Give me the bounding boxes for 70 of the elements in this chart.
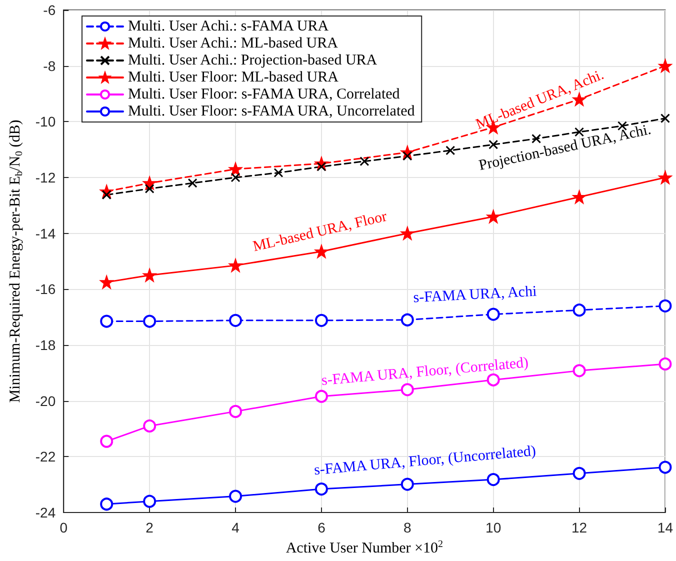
point	[314, 390, 328, 403]
y-tick-label: -16	[35, 281, 56, 298]
point	[314, 314, 328, 327]
point	[100, 276, 113, 288]
y-tick-label: -22	[35, 448, 56, 465]
x-tick-label: 2	[146, 520, 154, 536]
x-tick-label: 10	[486, 520, 502, 536]
legend-label: Multi. User Floor: s-FAMA URA, Uncorrelated	[128, 104, 416, 120]
y-tick-label: -20	[35, 392, 56, 409]
point	[229, 404, 242, 418]
y-tick-label: -6	[43, 2, 56, 18]
point	[229, 259, 242, 272]
annotation: s-FAMA URA, Floor, (Uncorrelated)	[313, 443, 537, 479]
x-tick-label: 0	[60, 520, 68, 536]
point	[100, 498, 114, 511]
point	[229, 162, 242, 176]
y-tick-label: -24	[35, 504, 56, 520]
x-tick-label: 6	[318, 520, 326, 536]
point	[486, 473, 500, 486]
point	[572, 364, 586, 378]
x-tick-label: 8	[403, 520, 412, 536]
annotation: s-FAMA URA, Achi	[412, 284, 538, 306]
point	[658, 60, 672, 72]
legend-label: Multi. User Floor: ML-based URA	[128, 70, 339, 86]
x-tick-label: 4	[232, 520, 240, 536]
point	[400, 313, 414, 326]
point	[658, 460, 672, 474]
point	[100, 434, 114, 448]
point	[400, 478, 414, 491]
point	[188, 178, 198, 188]
point	[573, 190, 586, 204]
point	[573, 93, 586, 106]
point	[315, 245, 328, 258]
annotation: ML-based URA, Floor	[251, 208, 389, 256]
y-tick-label: -14	[35, 225, 56, 242]
point	[229, 314, 242, 327]
point	[401, 227, 414, 240]
point	[487, 210, 500, 223]
legend-label: Multi. User Achi.: Projection-based URA	[128, 52, 378, 68]
y-tick-label: -12	[35, 170, 56, 186]
point	[400, 383, 414, 396]
y-tick-label: -10	[35, 114, 56, 130]
legend-label: Multi. User Floor: s-FAMA URA, Correlated	[128, 86, 400, 102]
point	[446, 146, 456, 156]
point	[274, 168, 284, 178]
y-tick-label: -8	[43, 58, 56, 74]
y-axis-title: Minimum-Required Energy-per-Bit Eb/N0 (dB)	[8, 120, 25, 403]
point	[144, 184, 154, 194]
point	[143, 419, 156, 432]
x-tick-label: 12	[571, 520, 588, 536]
point	[658, 357, 672, 370]
point	[572, 304, 586, 317]
point	[143, 268, 156, 282]
point	[230, 172, 240, 182]
x-tick-label: 14	[657, 520, 674, 536]
annotation: s-FAMA URA, Floor, (Correlated)	[320, 354, 530, 390]
point	[143, 314, 156, 328]
point	[143, 494, 156, 508]
point	[658, 299, 672, 312]
point	[229, 490, 242, 503]
point	[660, 114, 670, 124]
point	[314, 482, 328, 496]
point	[360, 156, 370, 166]
point	[658, 171, 672, 184]
y-tick-label: -18	[35, 337, 56, 353]
legend-label: Multi. User Achi.: ML-based URA	[128, 36, 338, 52]
legend-label: Multi. User Achi.: s-FAMA URA	[128, 18, 329, 34]
point	[572, 466, 586, 480]
point	[486, 308, 500, 321]
point	[100, 314, 114, 328]
